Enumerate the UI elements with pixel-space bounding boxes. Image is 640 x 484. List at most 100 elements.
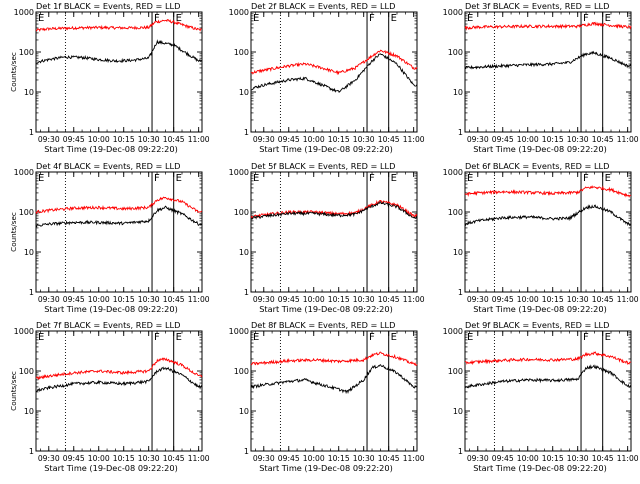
x-tick-label: 09:30 xyxy=(253,135,275,144)
x-tick-label: 10:15 xyxy=(542,295,564,304)
x-tick-label: 09:45 xyxy=(63,135,85,144)
plot-frame xyxy=(35,11,203,133)
plot-frame xyxy=(250,330,418,452)
x-axis-label: Start Time (19-Dec-08 09:22:20) xyxy=(473,463,607,473)
x-tick-label: 09:30 xyxy=(253,295,275,304)
marker-label: E xyxy=(467,13,473,24)
y-tick-label: 100 xyxy=(234,48,249,57)
x-tick-label: 10:15 xyxy=(113,454,135,463)
x-tick-label: 10:15 xyxy=(542,135,564,144)
series-line-events xyxy=(464,50,632,70)
plot-frame xyxy=(250,171,418,293)
x-tick-label: 10:00 xyxy=(88,454,110,463)
series-line-events xyxy=(464,364,632,389)
y-tick-label: 10 xyxy=(24,88,34,97)
series-line-lld xyxy=(250,351,418,366)
series-line-lld xyxy=(464,21,632,31)
y-tick-label: 1000 xyxy=(14,8,34,17)
marker-label: E xyxy=(605,13,611,24)
x-tick-label: 10:00 xyxy=(303,135,325,144)
y-axis-label: Counts/sec xyxy=(9,52,18,92)
chart-panel-6: Det 6f BLACK = Events, RED = LLD 1 10 100 10… xyxy=(443,161,639,314)
series-line-events xyxy=(250,53,418,94)
y-tick-label: 1000 xyxy=(14,168,34,177)
x-tick-label: 09:45 xyxy=(278,454,300,463)
plot-frame xyxy=(464,330,632,452)
marker-label: E xyxy=(391,173,397,184)
x-tick-label: 10:45 xyxy=(378,135,400,144)
x-tick-label: 10:30 xyxy=(353,454,375,463)
x-tick-label: 11:00 xyxy=(617,454,639,463)
y-tick-label: 1 xyxy=(458,128,463,137)
x-tick-label: 10:30 xyxy=(353,295,375,304)
x-tick-label: 10:00 xyxy=(517,135,539,144)
x-axis-label: Start Time (19-Dec-08 09:22:20) xyxy=(44,304,178,314)
plot-frame xyxy=(35,171,203,293)
series-line-lld xyxy=(35,357,203,380)
y-tick-label: 1 xyxy=(458,447,463,456)
series-line-lld xyxy=(250,49,418,76)
x-tick-label: 10:45 xyxy=(592,454,614,463)
chart-title: Det 3f BLACK = Events, RED = LLD xyxy=(465,1,609,11)
y-tick-label: 100 xyxy=(448,367,463,376)
x-tick-label: 11:00 xyxy=(188,295,210,304)
x-tick-label: 10:45 xyxy=(592,135,614,144)
marker-label: E xyxy=(605,173,611,184)
chart-title: Det 4f BLACK = Events, RED = LLD xyxy=(36,161,180,171)
marker-label: E xyxy=(38,13,44,24)
x-tick-label: 11:00 xyxy=(403,454,425,463)
y-tick-label: 1 xyxy=(29,128,34,137)
marker-label: F xyxy=(154,173,160,184)
chart-panel-5: Det 5f BLACK = Events, RED = LLD 1 10 100 10… xyxy=(229,161,425,314)
y-tick-label: 100 xyxy=(234,208,249,217)
marker-label: F xyxy=(583,13,589,24)
x-tick-label: 10:00 xyxy=(303,295,325,304)
y-axis-label: Counts/sec xyxy=(9,212,18,252)
x-tick-label: 10:15 xyxy=(328,295,350,304)
y-tick-label: 1000 xyxy=(443,327,463,336)
marker-label: E xyxy=(467,173,473,184)
y-tick-label: 10 xyxy=(239,248,249,257)
x-tick-label: 10:15 xyxy=(328,135,350,144)
marker-label: E xyxy=(176,173,182,184)
x-axis-label: Start Time (19-Dec-08 09:22:20) xyxy=(259,463,393,473)
series-line-events xyxy=(464,204,632,227)
marker-label: E xyxy=(253,13,259,24)
x-tick-label: 10:30 xyxy=(138,135,160,144)
x-tick-label: 10:45 xyxy=(163,135,185,144)
chart-title: Det 5f BLACK = Events, RED = LLD xyxy=(251,161,395,171)
x-tick-label: 09:45 xyxy=(492,135,514,144)
x-tick-label: 10:30 xyxy=(353,135,375,144)
x-tick-label: 10:30 xyxy=(138,454,160,463)
chart-title: Det 7f BLACK = Events, RED = LLD xyxy=(36,320,180,330)
marker-label: E xyxy=(38,173,44,184)
marker-label: E xyxy=(467,332,473,343)
y-axis-label: Counts/sec xyxy=(9,371,18,411)
marker-label: E xyxy=(38,332,44,343)
x-tick-label: 09:30 xyxy=(253,454,275,463)
y-tick-label: 10 xyxy=(239,88,249,97)
y-tick-label: 10 xyxy=(24,407,34,416)
y-tick-label: 10 xyxy=(239,407,249,416)
y-tick-label: 1000 xyxy=(443,8,463,17)
x-tick-label: 10:15 xyxy=(113,135,135,144)
x-tick-label: 09:45 xyxy=(63,295,85,304)
x-tick-label: 09:30 xyxy=(467,135,489,144)
x-axis-label: Start Time (19-Dec-08 09:22:20) xyxy=(44,463,178,473)
marker-label: E xyxy=(391,332,397,343)
series-line-lld xyxy=(464,351,632,366)
x-tick-label: 10:45 xyxy=(592,295,614,304)
x-tick-label: 09:45 xyxy=(278,295,300,304)
y-tick-label: 1000 xyxy=(229,8,249,17)
x-tick-label: 09:45 xyxy=(278,135,300,144)
plot-frame xyxy=(35,330,203,452)
x-tick-label: 10:30 xyxy=(138,295,160,304)
y-tick-label: 100 xyxy=(234,367,249,376)
marker-label: F xyxy=(369,332,375,343)
x-axis-label: Start Time (19-Dec-08 09:22:20) xyxy=(473,144,607,154)
marker-label: F xyxy=(369,173,375,184)
x-axis-label: Start Time (19-Dec-08 09:22:20) xyxy=(259,144,393,154)
y-tick-label: 1 xyxy=(244,288,249,297)
